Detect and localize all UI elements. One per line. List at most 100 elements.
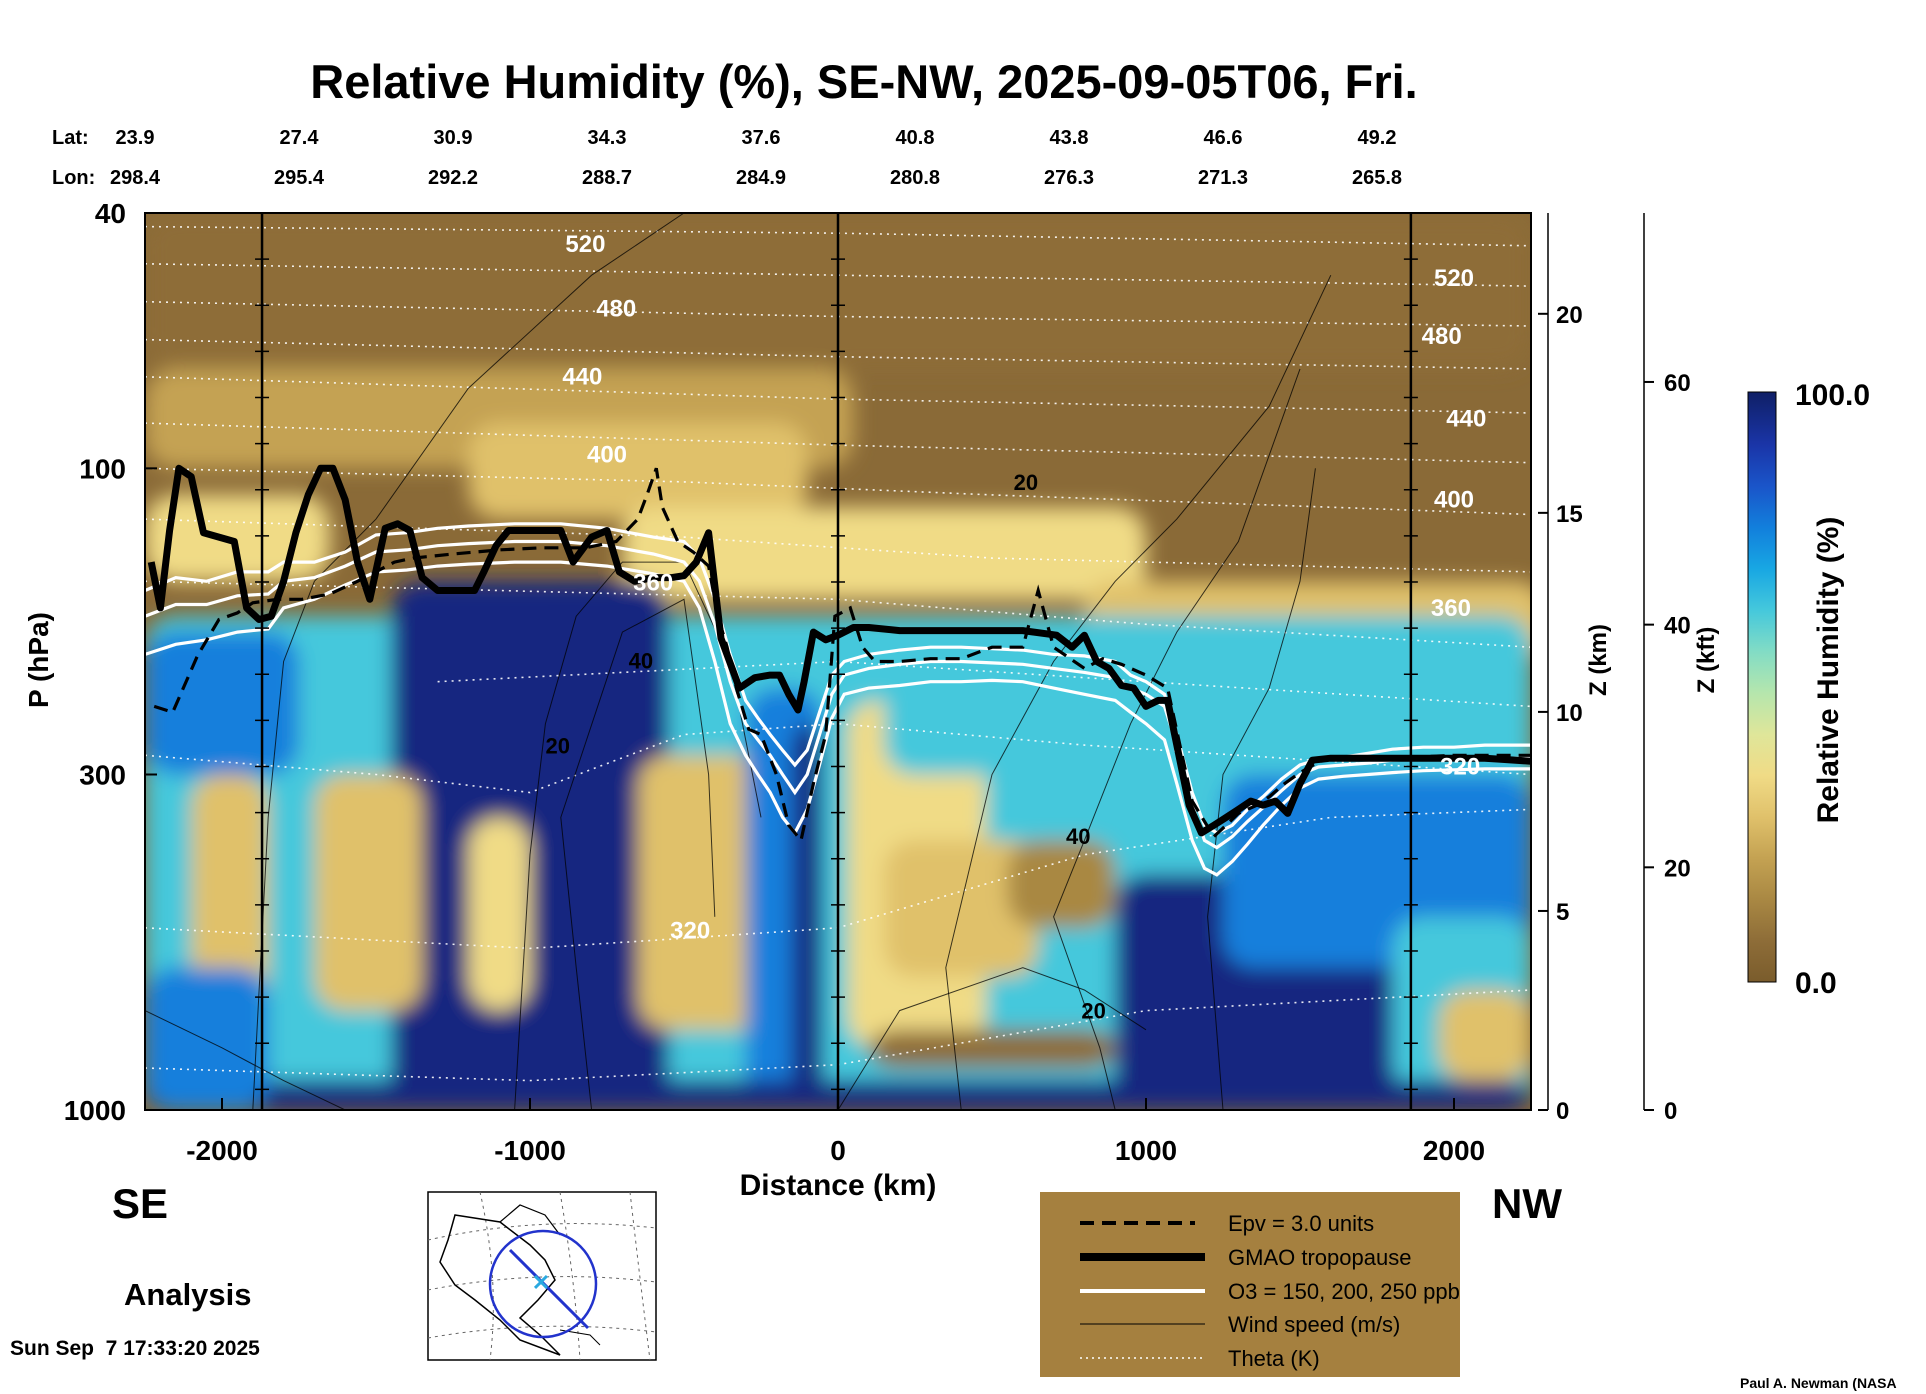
colorbar-title: Relative Humidity (%)	[1812, 517, 1845, 824]
legend-tropopause-label: GMAO tropopause	[1228, 1245, 1411, 1270]
lon-value: 298.4	[110, 167, 161, 189]
lat-value: 30.9	[434, 127, 473, 149]
inset-map: ✕	[427, 1191, 657, 1361]
theta-isentrope	[145, 580, 1531, 648]
theta-label: 440	[562, 363, 602, 390]
wind-contour	[560, 598, 716, 1110]
theta-label: 320	[670, 917, 710, 944]
wind-contour	[1053, 368, 1301, 1110]
lat-value: 40.8	[896, 127, 935, 149]
se-label: SE	[112, 1180, 168, 1227]
theta-label: 480	[596, 296, 636, 323]
z-kft-tick-label: 20	[1664, 855, 1691, 882]
humidity-cell	[145, 632, 299, 775]
humidity-cell	[1007, 840, 1116, 928]
legend-wind-label: Wind speed (m/s)	[1228, 1312, 1400, 1337]
humidity-cell	[145, 967, 269, 1110]
x-tick-label: 1000	[1115, 1135, 1177, 1166]
theta-label: 400	[1434, 486, 1474, 513]
humidity-cell	[530, 581, 607, 1110]
theta-label: 400	[587, 442, 627, 469]
lat-lon-header: Lat: Lon: 23.9 298.4 27.4 295.4 30.9 292.2 34.3 2…	[52, 127, 1402, 189]
lon-value: 271.3	[1198, 167, 1248, 189]
theta-label: 440	[1446, 405, 1486, 432]
y-axis-label: P (hPa)	[23, 612, 54, 708]
wind-contour	[945, 274, 1332, 1110]
lat-label: Lat:	[52, 127, 89, 149]
wind-label: 20	[1014, 470, 1038, 495]
wind-label: 20	[1081, 998, 1105, 1023]
section-marker-icon: ✕	[532, 1270, 550, 1295]
x-tick-label: -2000	[186, 1135, 258, 1166]
lon-value: 284.9	[736, 167, 786, 189]
theta-label: 520	[565, 231, 605, 258]
z-km-tick-label: 10	[1556, 700, 1583, 727]
z-kft-tick-label: 40	[1664, 613, 1691, 640]
z-kft-tick-label: 0	[1664, 1098, 1677, 1125]
p-tick-label: 100	[79, 453, 126, 484]
humidity-cell	[884, 840, 1039, 977]
colorbar-min-label: 0.0	[1795, 967, 1837, 1000]
wind-label: 40	[629, 648, 653, 673]
analysis-label: Analysis	[124, 1277, 252, 1312]
wind-label: 20	[545, 733, 569, 758]
wind-contour	[1207, 468, 1316, 1110]
lat-value: 46.6	[1204, 127, 1243, 149]
p-tick-label: 300	[79, 759, 126, 790]
legend-epv-label: Epv = 3.0 units	[1228, 1211, 1374, 1236]
colorbar-max-label: 100.0	[1795, 379, 1870, 412]
x-tick-label: 0	[830, 1135, 846, 1166]
lat-value: 37.6	[742, 127, 781, 149]
x-tick-label: -1000	[494, 1135, 566, 1166]
wind-label: 40	[1066, 824, 1090, 849]
wind-contour	[837, 967, 1147, 1110]
tropopause-line	[147, 464, 1531, 837]
lat-value: 27.4	[280, 127, 320, 149]
theta-isentrope	[145, 722, 1531, 794]
section-line	[508, 1248, 590, 1330]
p-tick-label: 40	[95, 198, 126, 229]
lat-value: 34.3	[588, 127, 627, 149]
humidity-cell	[791, 723, 823, 1110]
lon-value: 265.8	[1352, 167, 1402, 189]
humidity-cell	[884, 661, 1069, 775]
lon-label: Lon:	[52, 167, 95, 189]
humidity-cell	[145, 494, 330, 582]
humidity-cell	[1438, 989, 1531, 1081]
z-km-tick-label: 20	[1556, 302, 1583, 329]
p-tick-label: 1000	[64, 1095, 126, 1126]
legend-ozone-label: O3 = 150, 200, 250 ppb	[1228, 1279, 1460, 1304]
lat-value: 43.8	[1050, 127, 1089, 149]
legend: Epv = 3.0 units GMAO tropopause O3 = 150…	[1040, 1192, 1460, 1377]
lon-value: 280.8	[890, 167, 940, 189]
lon-value: 292.2	[428, 167, 478, 189]
x-tick-label: 2000	[1423, 1135, 1485, 1166]
wind-contour	[145, 1010, 346, 1110]
humidity-cell	[314, 774, 423, 1011]
z-kft-axis-label: Z (kft)	[1693, 627, 1720, 694]
credit: Paul A. Newman (NASA	[1740, 1375, 1897, 1391]
lat-value: 49.2	[1358, 127, 1397, 149]
humidity-cell	[468, 423, 808, 520]
humidity-cell	[622, 507, 1146, 600]
theta-label: 360	[1431, 595, 1471, 622]
z-km-axis-label: Z (km)	[1585, 624, 1612, 696]
lon-value: 295.4	[274, 167, 325, 189]
lat-value: 23.9	[116, 127, 155, 149]
theta-label: 320	[1440, 753, 1480, 780]
theta-label: 520	[1434, 265, 1474, 292]
z-km-tick-label: 15	[1556, 501, 1583, 528]
z-kft-tick-label: 60	[1664, 370, 1691, 397]
z-km-tick-label: 0	[1556, 1098, 1569, 1125]
epv-contour	[153, 467, 1531, 844]
colorbar	[1747, 391, 1777, 983]
nw-label: NW	[1492, 1180, 1562, 1227]
axes: -2000 -1000 0 1000 2000 40 100 300 1000 0 5 10 15 20 0…	[64, 198, 1691, 1166]
lon-value: 276.3	[1044, 167, 1094, 189]
x-axis-label: Distance (km)	[740, 1169, 937, 1202]
ozone-contour	[145, 522, 1531, 835]
z-km-tick-label: 5	[1556, 899, 1569, 926]
humidity-cell	[868, 1029, 1116, 1068]
chart-title: Relative Humidity (%), SE-NW, 2025-09-05…	[310, 55, 1417, 108]
